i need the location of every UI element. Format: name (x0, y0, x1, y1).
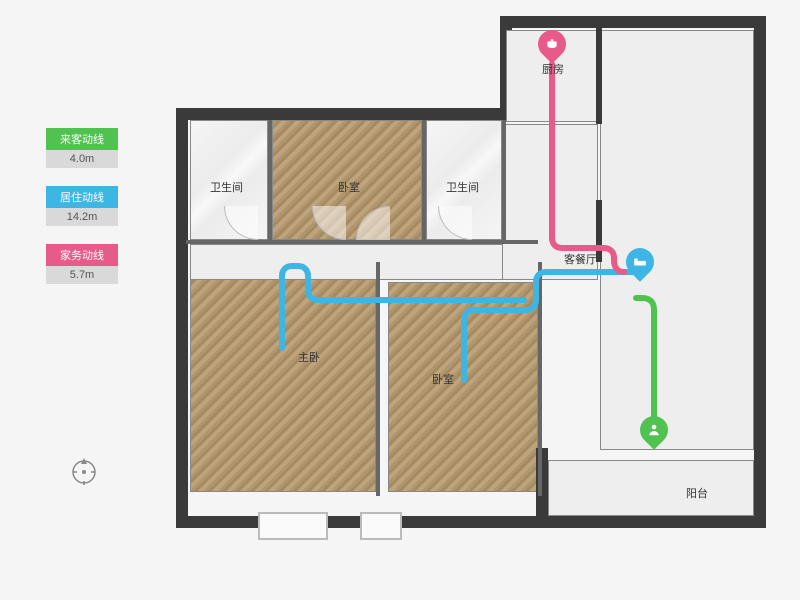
room-label-kitchen: 厨房 (540, 60, 566, 78)
room-label-master: 主卧 (296, 348, 322, 366)
wall-seg (536, 516, 766, 528)
wall-seg (176, 108, 512, 120)
wall-cut (176, 16, 502, 116)
room-label-bedroom3: 卧室 (430, 370, 456, 388)
wall-seg (502, 120, 506, 240)
wall-seg (538, 262, 542, 496)
wall-seg (596, 28, 602, 124)
bumpout (360, 512, 402, 540)
room-master (190, 262, 376, 492)
marker-living (626, 248, 654, 282)
floor-plan: 厨房卫生间卧室卫生间主卧卧室客餐厅阳台 (0, 0, 800, 600)
room-label-balcony: 阳台 (684, 484, 710, 502)
marker-guest (640, 416, 668, 450)
room-bedroom3 (388, 282, 538, 492)
room-balcony (548, 460, 754, 516)
room-label-living: 客餐厅 (562, 250, 599, 268)
pot-icon (532, 24, 572, 64)
person-icon (634, 410, 674, 450)
wall-seg (268, 120, 272, 240)
wall-seg (376, 262, 380, 496)
room-living (600, 30, 754, 450)
wall-seg (186, 240, 538, 244)
bumpout (258, 512, 328, 540)
room-label-bath1: 卫生间 (208, 178, 245, 196)
wall-seg (422, 120, 426, 240)
room-label-bedroom2: 卧室 (336, 178, 362, 196)
room-label-bath2: 卫生间 (444, 178, 481, 196)
marker-chores (538, 30, 566, 64)
bed-icon (620, 242, 660, 282)
